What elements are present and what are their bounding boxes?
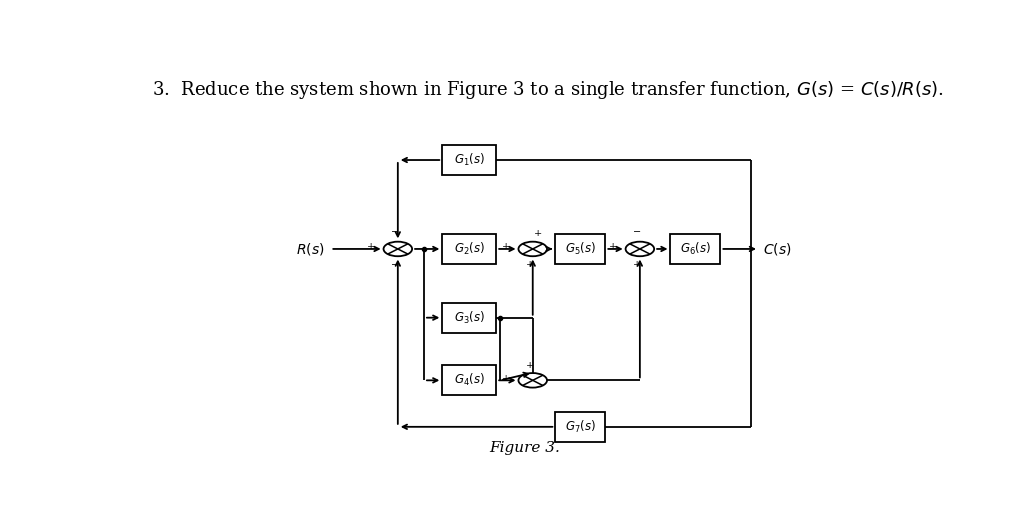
Circle shape (518, 242, 547, 256)
Text: +: + (368, 243, 376, 251)
Text: Figure 3.: Figure 3. (489, 441, 560, 455)
Text: 3.  Reduce the system shown in Figure 3 to a single transfer function, $G(s)$ = : 3. Reduce the system shown in Figure 3 t… (152, 79, 944, 101)
Text: +: + (526, 361, 535, 370)
Text: $G_4(s)$: $G_4(s)$ (454, 372, 484, 388)
Text: −: − (390, 228, 398, 237)
Text: −: − (390, 261, 398, 270)
Text: $G_2(s)$: $G_2(s)$ (454, 241, 484, 257)
Text: $G_7(s)$: $G_7(s)$ (565, 419, 596, 435)
Bar (442, 365, 497, 395)
Bar (555, 412, 605, 442)
Text: +: + (609, 243, 617, 251)
Text: +: + (634, 260, 642, 269)
Text: −: − (634, 228, 642, 237)
Text: $G_5(s)$: $G_5(s)$ (565, 241, 596, 257)
Bar (442, 302, 497, 333)
Circle shape (384, 242, 412, 256)
Text: $G_1(s)$: $G_1(s)$ (454, 152, 484, 168)
Bar (555, 234, 605, 264)
Text: +: + (535, 229, 543, 238)
Text: +: + (502, 374, 511, 383)
Circle shape (626, 242, 654, 256)
Text: +: + (502, 243, 511, 251)
Text: +: + (526, 260, 535, 269)
Bar (442, 234, 497, 264)
Bar (442, 145, 497, 175)
Text: $G_3(s)$: $G_3(s)$ (454, 310, 484, 326)
Text: $C(s)$: $C(s)$ (763, 241, 792, 257)
Circle shape (518, 373, 547, 387)
Bar (671, 234, 721, 264)
Text: $R(s)$: $R(s)$ (296, 241, 325, 257)
Text: $G_6(s)$: $G_6(s)$ (680, 241, 711, 257)
